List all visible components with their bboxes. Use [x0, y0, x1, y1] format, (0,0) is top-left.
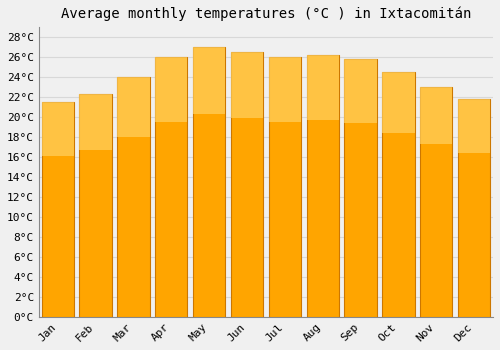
- Bar: [382, 72, 414, 317]
- Bar: [231, 52, 263, 118]
- Bar: [42, 102, 74, 155]
- Bar: [306, 55, 339, 120]
- Bar: [193, 47, 225, 114]
- Bar: [344, 59, 376, 123]
- Bar: [80, 94, 112, 149]
- Bar: [42, 102, 74, 317]
- Bar: [193, 47, 225, 317]
- Title: Average monthly temperatures (°C ) in Ixtacomitán: Average monthly temperatures (°C ) in Ix…: [60, 7, 471, 21]
- Bar: [458, 99, 490, 153]
- Bar: [420, 87, 452, 317]
- Bar: [155, 57, 188, 317]
- Bar: [269, 57, 301, 122]
- Bar: [118, 77, 150, 317]
- Bar: [155, 57, 188, 122]
- Bar: [118, 77, 150, 137]
- Bar: [269, 57, 301, 317]
- Bar: [231, 52, 263, 317]
- Bar: [306, 55, 339, 317]
- Bar: [458, 99, 490, 317]
- Bar: [344, 59, 376, 317]
- Bar: [80, 94, 112, 317]
- Bar: [382, 72, 414, 133]
- Bar: [420, 87, 452, 144]
